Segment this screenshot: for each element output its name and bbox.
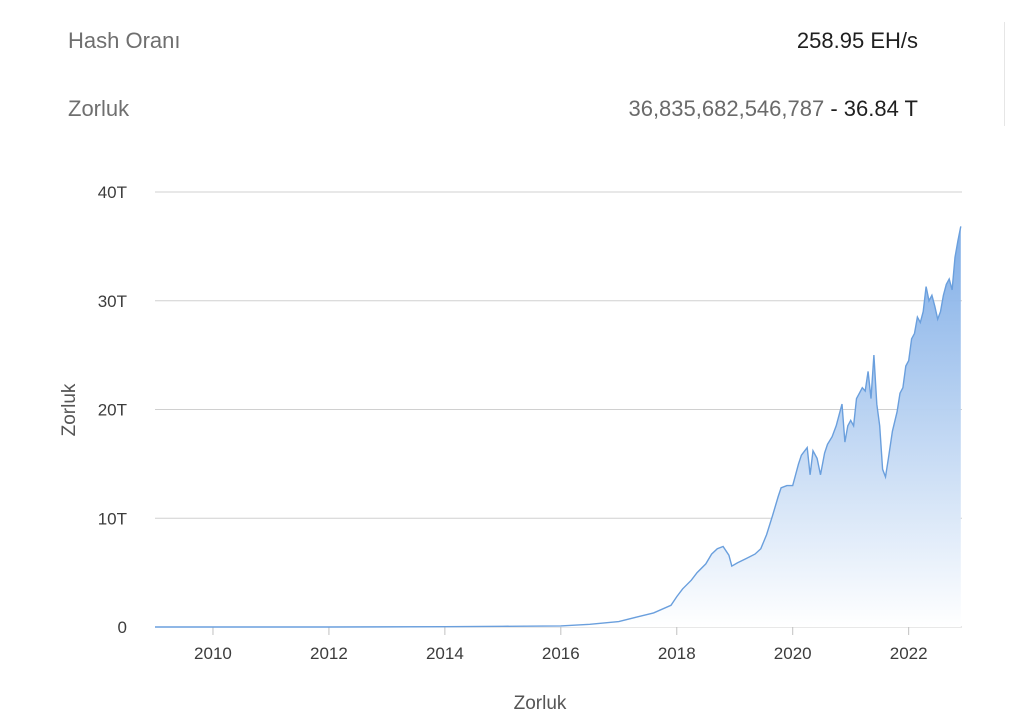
y-tick-label: 20T (98, 401, 127, 420)
y-tick-label: 30T (98, 292, 127, 311)
panel-divider (1004, 22, 1005, 126)
x-tick-label: 2010 (194, 644, 232, 663)
x-tick-label: 2020 (774, 644, 812, 663)
hashrate-value: 258.95 EH/s (796, 28, 918, 53)
x-axis-title: Zorluk (514, 693, 567, 714)
difficulty-separator: - (824, 96, 844, 121)
y-tick-label: 10T (98, 509, 127, 528)
difficulty-value: 36,835,682,546,787 - 36.84 T (628, 96, 918, 122)
x-tick-label: 2016 (542, 644, 580, 663)
y-axis-title: Zorluk (59, 383, 80, 436)
x-tick-label: 2012 (310, 644, 348, 663)
difficulty-line (155, 226, 962, 628)
difficulty-raw: 36,835,682,546,787 (628, 96, 825, 121)
x-tick-label: 2018 (658, 644, 696, 663)
x-tick-label: 2014 (426, 644, 464, 663)
y-tick-label: 40T (98, 183, 127, 202)
difficulty-short: 36.84 T (843, 96, 918, 121)
y-tick-labels: 0 10T 20T 30T 40T (98, 183, 127, 637)
x-tick-label: 2022 (890, 644, 928, 663)
x-tick-labels: 2010 2012 2014 2016 2018 2020 2022 (194, 627, 928, 663)
difficulty-area (155, 226, 961, 627)
hashrate-label: Hash Oranı (68, 28, 181, 53)
difficulty-label: Zorluk (68, 96, 130, 121)
y-tick-label: 0 (118, 618, 127, 637)
